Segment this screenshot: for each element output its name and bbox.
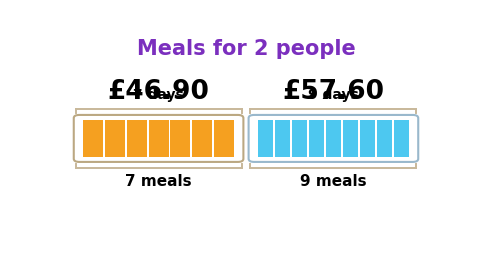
Text: 9 meals: 9 meals: [300, 174, 367, 189]
FancyBboxPatch shape: [377, 120, 392, 157]
FancyBboxPatch shape: [170, 120, 191, 157]
FancyBboxPatch shape: [309, 120, 324, 157]
FancyBboxPatch shape: [326, 120, 341, 157]
Text: Meals for 2 people: Meals for 2 people: [137, 39, 355, 59]
FancyBboxPatch shape: [83, 120, 103, 157]
FancyBboxPatch shape: [249, 115, 418, 162]
FancyBboxPatch shape: [149, 120, 168, 157]
FancyBboxPatch shape: [127, 120, 147, 157]
FancyBboxPatch shape: [192, 120, 212, 157]
Text: 7 days: 7 days: [133, 88, 184, 102]
FancyBboxPatch shape: [394, 120, 409, 157]
Text: 7 meals: 7 meals: [125, 174, 192, 189]
FancyBboxPatch shape: [258, 120, 273, 157]
FancyBboxPatch shape: [275, 120, 290, 157]
Text: £46.90: £46.90: [108, 79, 209, 105]
FancyBboxPatch shape: [360, 120, 375, 157]
FancyBboxPatch shape: [343, 120, 358, 157]
Text: 9 days: 9 days: [308, 88, 359, 102]
FancyBboxPatch shape: [292, 120, 307, 157]
FancyBboxPatch shape: [214, 120, 234, 157]
Text: £57.60: £57.60: [282, 79, 384, 105]
FancyBboxPatch shape: [105, 120, 125, 157]
FancyBboxPatch shape: [74, 115, 243, 162]
